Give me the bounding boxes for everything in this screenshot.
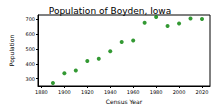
- svg-text:500: 500: [25, 46, 35, 52]
- svg-text:1900: 1900: [58, 89, 71, 95]
- svg-text:1960: 1960: [127, 89, 140, 95]
- svg-text:2000: 2000: [173, 89, 186, 95]
- svg-text:700: 700: [25, 16, 35, 22]
- svg-text:1920: 1920: [81, 89, 94, 95]
- svg-text:600: 600: [25, 31, 35, 37]
- svg-text:Population: Population: [8, 35, 16, 67]
- svg-text:1940: 1940: [104, 89, 117, 95]
- svg-text:1880: 1880: [35, 89, 48, 95]
- svg-text:Census Year: Census Year: [106, 98, 143, 105]
- svg-text:Population of Boyden, Iowa: Population of Boyden, Iowa: [49, 6, 171, 16]
- svg-text:1980: 1980: [150, 89, 163, 95]
- svg-text:2020: 2020: [196, 89, 209, 95]
- svg-text:400: 400: [25, 61, 35, 67]
- svg-text:300: 300: [25, 76, 35, 82]
